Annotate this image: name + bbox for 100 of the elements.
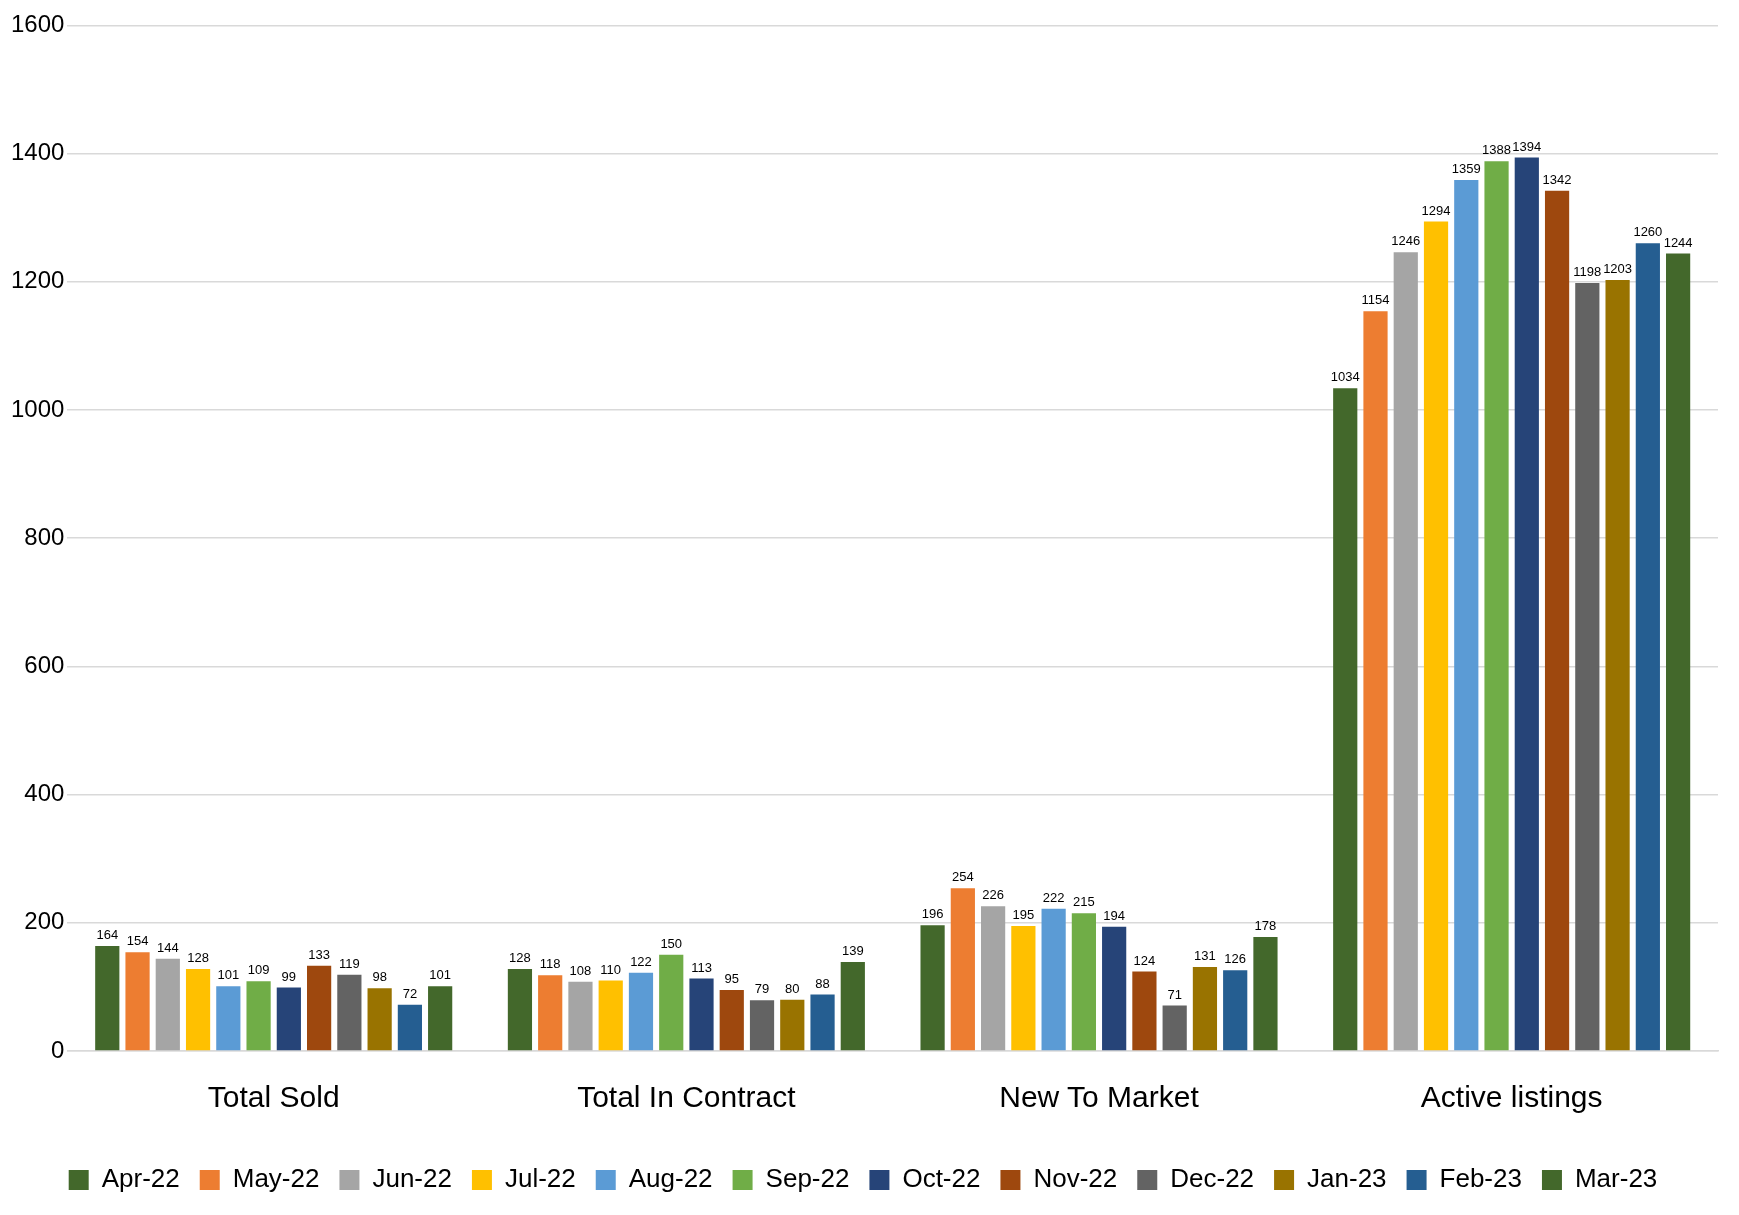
data-label: 88 (815, 975, 830, 991)
bar (1484, 161, 1509, 1051)
y-tick-label: 0 (51, 1035, 65, 1063)
bar (1575, 283, 1600, 1051)
bar (1514, 157, 1539, 1051)
bar (1454, 179, 1479, 1051)
bar (155, 958, 180, 1051)
bar (568, 981, 593, 1051)
legend-label: Feb-23 (1439, 1163, 1522, 1194)
data-label: 71 (1167, 986, 1182, 1002)
data-label: 1034 (1330, 369, 1360, 385)
bar (780, 999, 805, 1051)
legend-label: Mar-23 (1574, 1163, 1658, 1194)
bar (1635, 243, 1660, 1051)
bar (1363, 311, 1388, 1051)
bar (1011, 926, 1036, 1051)
bar (749, 1000, 775, 1051)
bar (538, 975, 563, 1051)
bar (920, 925, 945, 1051)
legend-label: May-22 (232, 1163, 320, 1194)
y-tick-label: 400 (24, 779, 65, 807)
legend-label: Jun-22 (372, 1163, 452, 1194)
x-tick-label: New To Market (999, 1080, 1200, 1114)
y-tick-label: 800 (24, 522, 65, 550)
data-label: 1294 (1421, 202, 1451, 218)
data-label: 178 (1254, 917, 1277, 933)
data-label: 98 (372, 969, 387, 985)
data-label: 1342 (1542, 171, 1572, 187)
x-tick-label: Total In Contract (577, 1080, 797, 1114)
data-label: 1388 (1482, 142, 1511, 158)
bar (1393, 252, 1418, 1051)
data-label: 1203 (1603, 260, 1633, 276)
data-label: 1246 (1391, 233, 1421, 249)
data-label: 95 (724, 971, 739, 987)
bar (1041, 908, 1066, 1051)
data-label: 144 (156, 939, 179, 955)
data-label: 139 (841, 942, 864, 958)
bar (1544, 190, 1570, 1051)
bar (1423, 221, 1449, 1051)
bar (1132, 971, 1157, 1051)
x-tick-label: Total Sold (207, 1080, 340, 1114)
bar (810, 994, 835, 1051)
legend-label: Nov-22 (1033, 1163, 1118, 1194)
data-label: 1154 (1361, 292, 1390, 308)
data-label: 79 (754, 981, 770, 997)
legend-label: Jan-23 (1307, 1163, 1387, 1194)
y-tick-label: 1600 (11, 10, 65, 38)
bar (719, 990, 744, 1051)
legend-label: Apr-22 (101, 1163, 180, 1194)
data-label: 126 (1224, 951, 1247, 967)
bar (1102, 926, 1127, 1051)
bar (1223, 970, 1248, 1051)
data-label: 195 (1012, 907, 1035, 923)
bar (95, 945, 120, 1051)
data-label: 133 (308, 946, 330, 962)
bar (397, 1004, 422, 1051)
bar (1605, 279, 1630, 1051)
y-tick-label: 200 (24, 907, 65, 935)
data-label: 113 (691, 959, 712, 975)
legend-label: Dec-22 (1170, 1163, 1255, 1194)
bar (307, 965, 332, 1051)
legend-label: Oct-22 (902, 1163, 981, 1194)
data-label: 124 (1133, 952, 1156, 968)
bar (337, 974, 362, 1051)
bar (246, 981, 271, 1051)
y-tick-label: 1400 (11, 138, 65, 166)
data-label: 128 (509, 950, 531, 966)
legend-label: Sep-22 (765, 1163, 850, 1194)
bar (185, 968, 211, 1051)
bar (1333, 388, 1358, 1051)
data-label: 215 (1073, 894, 1095, 910)
data-label: 254 (951, 869, 974, 885)
bar (598, 980, 623, 1051)
data-label: 128 (187, 950, 209, 966)
data-label: 122 (630, 953, 652, 969)
data-label: 101 (217, 967, 240, 983)
data-label: 194 (1103, 907, 1125, 923)
data-label: 119 (339, 955, 360, 971)
bar (276, 987, 301, 1051)
bar (950, 888, 975, 1051)
bar (125, 952, 150, 1051)
y-tick-label: 600 (24, 651, 65, 679)
bar (1071, 913, 1096, 1051)
bar (1192, 967, 1218, 1051)
bar (689, 978, 714, 1051)
bar (981, 906, 1006, 1051)
data-label: 118 (539, 956, 561, 972)
y-tick-label: 1000 (11, 394, 65, 422)
data-label: 1359 (1451, 160, 1481, 176)
legend-label: Jul-22 (504, 1163, 576, 1194)
bar (659, 954, 684, 1051)
bar (507, 968, 533, 1051)
data-label: 150 (660, 935, 683, 951)
data-label: 1198 (1573, 264, 1602, 280)
bar (1162, 1005, 1187, 1051)
y-tick-label: 1200 (11, 266, 65, 294)
data-label: 80 (785, 980, 800, 996)
data-label: 154 (126, 933, 149, 949)
bar (1253, 936, 1278, 1051)
bar (1666, 253, 1691, 1051)
